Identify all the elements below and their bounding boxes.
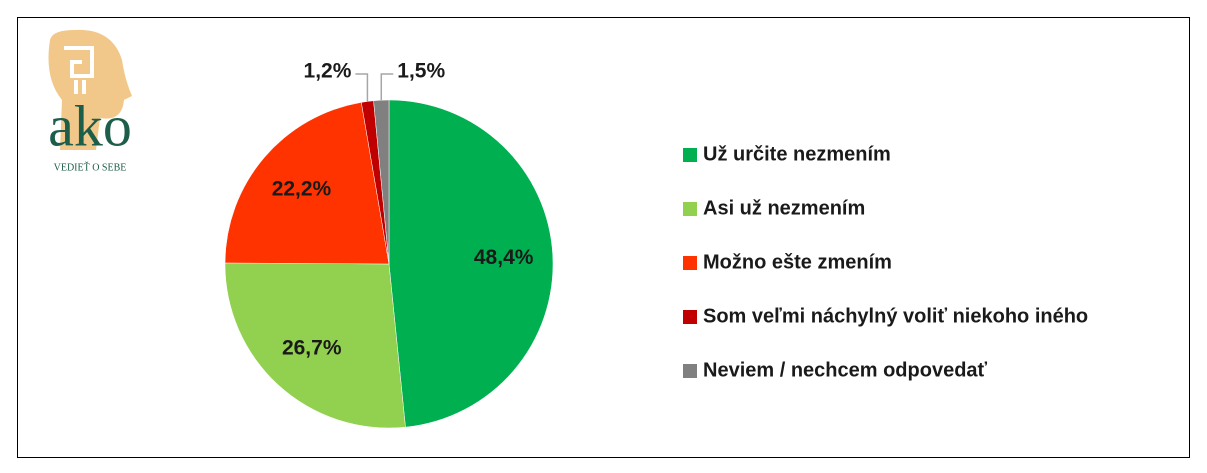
data-label: 1,5% bbox=[397, 60, 445, 83]
legend-swatch bbox=[683, 256, 697, 270]
logo-pattern bbox=[64, 46, 94, 94]
legend-swatch bbox=[683, 310, 697, 324]
legend-label: Neviem / nechcem odpovedať bbox=[703, 359, 988, 381]
legend-label: Možno ešte zmením bbox=[703, 251, 892, 273]
pie-slice bbox=[224, 262, 406, 429]
logo-name: ako bbox=[48, 93, 132, 158]
legend-label: Asi už nezmením bbox=[703, 197, 865, 219]
leader-line bbox=[380, 73, 394, 101]
logo-head bbox=[48, 29, 132, 150]
logo-tagline: VEDIEŤ O SEBE bbox=[54, 161, 127, 173]
data-label: 1,2% bbox=[304, 60, 352, 83]
legend-swatch bbox=[683, 202, 697, 216]
frame bbox=[17, 17, 1190, 458]
legend-label: Už určite nezmením bbox=[703, 143, 891, 165]
data-label: 26,7% bbox=[282, 336, 342, 359]
legend-label: Som veľmi náchylný voliť niekoho iného bbox=[703, 305, 1088, 327]
logo: ako VEDIEŤ O SEBE bbox=[48, 29, 132, 173]
legend-swatch bbox=[683, 148, 697, 162]
leader-line bbox=[355, 73, 369, 102]
data-label: 48,4% bbox=[474, 246, 534, 269]
pie-slice bbox=[224, 102, 390, 265]
data-label: 22,2% bbox=[272, 177, 332, 200]
pie-slice bbox=[388, 99, 554, 428]
pie-slice bbox=[373, 99, 390, 265]
legend-swatch bbox=[683, 364, 697, 378]
